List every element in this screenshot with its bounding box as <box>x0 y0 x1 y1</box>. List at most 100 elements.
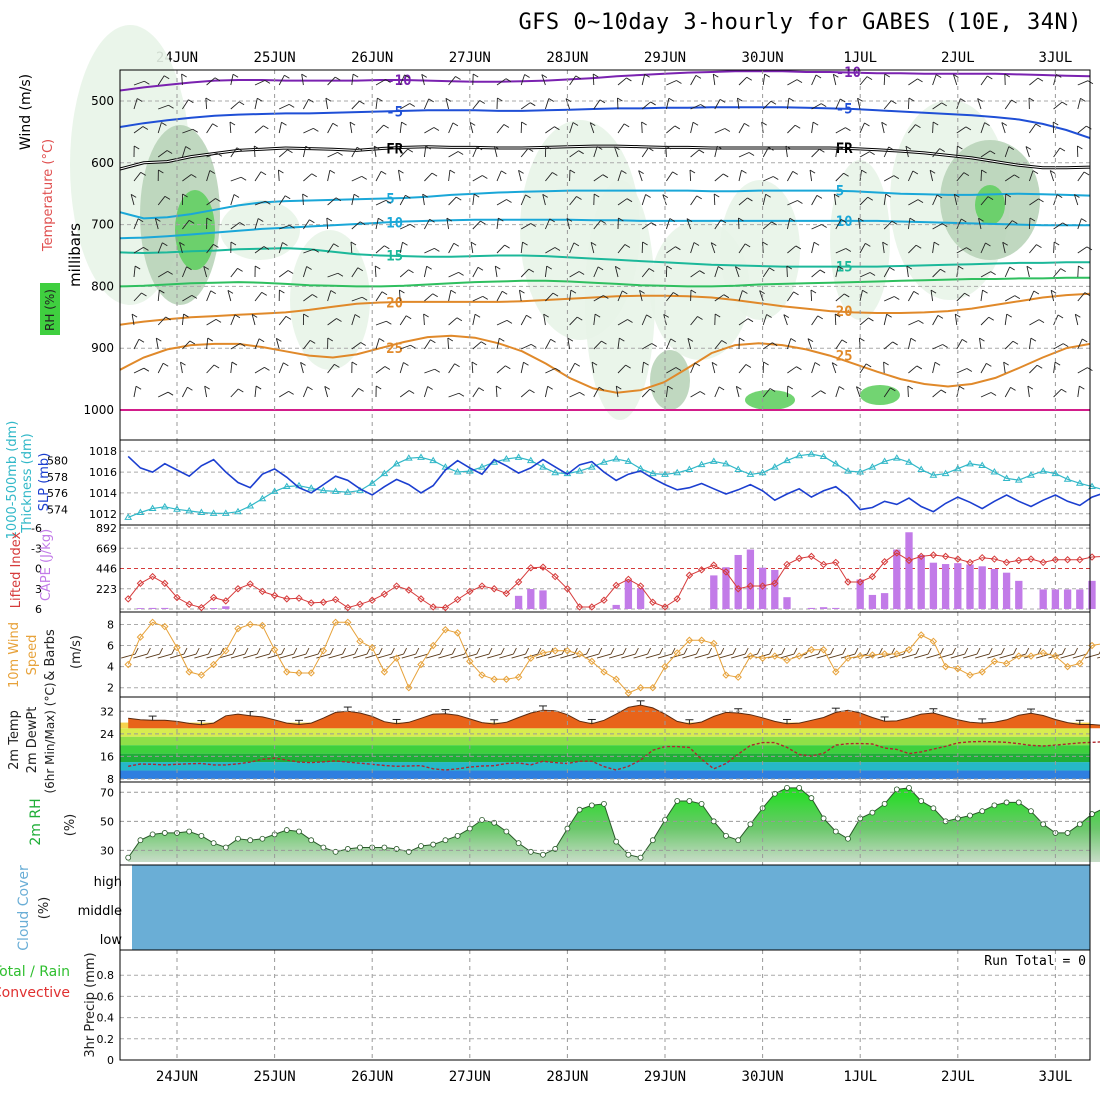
wind-barb-flag <box>257 97 263 102</box>
wind-barb <box>158 104 169 110</box>
wind-speed-point <box>356 637 364 646</box>
wind-barb-10m <box>779 653 795 659</box>
wind-barb-flag <box>737 97 743 102</box>
wind-barb <box>641 314 647 326</box>
wind-barb <box>932 242 935 254</box>
wind-barb-10m <box>1084 653 1100 659</box>
wind-barb <box>133 126 144 134</box>
wind-tick-label: 4 <box>107 661 114 674</box>
temp-band <box>120 728 1090 737</box>
wind-barb <box>929 170 934 182</box>
wind-barb <box>520 315 527 326</box>
wind-barb-flag <box>937 314 944 319</box>
wind-barb <box>858 218 861 230</box>
li-tick-label: 3 <box>35 583 42 596</box>
wind-speed-point <box>807 646 816 654</box>
wind-barb <box>811 103 822 110</box>
wind-barb-flag <box>541 74 548 78</box>
wind-barb <box>738 170 742 182</box>
wind-barb <box>690 242 695 254</box>
wind-barb <box>327 151 338 158</box>
precip-tick-label: 0.4 <box>97 1012 115 1025</box>
wind-barb <box>542 194 546 206</box>
wind-barb <box>399 242 403 254</box>
lifted-index-point <box>441 603 450 612</box>
wind-barb <box>616 97 619 110</box>
wind-barb <box>133 266 136 278</box>
wind-barb-flag <box>458 271 464 276</box>
wind-barb <box>180 362 183 374</box>
lifted-index-point <box>893 549 901 557</box>
wind-barb <box>351 194 355 206</box>
wind-barb-flag <box>864 122 870 127</box>
wind-barb-10m <box>365 653 380 659</box>
wind-barb <box>278 362 284 374</box>
wind-barb <box>278 149 288 158</box>
precip-tick-label: 0.6 <box>97 990 115 1003</box>
wind-barb <box>589 122 595 134</box>
wind-barb <box>421 74 425 86</box>
wind-barb <box>206 364 215 374</box>
wind-barb <box>157 196 166 206</box>
wind-barb-flag <box>882 241 888 246</box>
wind-barb-flag <box>574 362 580 367</box>
wind-speed-point <box>685 636 694 644</box>
wind-barb-flag <box>503 124 510 128</box>
wind-tick-label: 6 <box>107 640 114 653</box>
lifted-index-point <box>136 579 145 588</box>
wind-barb <box>811 74 817 86</box>
wind-barb-flag <box>1028 97 1035 102</box>
wind-barb-flag <box>892 341 898 346</box>
wind-barb <box>424 339 431 350</box>
wind-barb <box>399 74 405 86</box>
wind-barb <box>834 313 837 326</box>
wind-barb-flag <box>330 290 337 294</box>
wind-barb-flag <box>759 290 765 294</box>
wind-barb <box>787 124 796 134</box>
contour-label: -5 <box>386 105 403 121</box>
lifted-index-point <box>832 558 840 567</box>
wind-barb-flag <box>576 196 582 200</box>
wind-barb <box>1028 217 1031 230</box>
rh2m-point <box>332 848 339 855</box>
rh2m-point <box>210 840 217 847</box>
wind-barb-flag <box>764 73 770 78</box>
wind-speed-point <box>417 660 425 669</box>
wind-barb-flag <box>575 75 581 80</box>
wind-barb-flag <box>482 295 489 300</box>
cape-bar <box>539 590 547 609</box>
wind-barb-flag <box>787 385 794 390</box>
wind-barb <box>1077 125 1087 134</box>
wind-barb <box>182 294 193 302</box>
wind-barb <box>1077 98 1081 110</box>
wind-barb-flag <box>155 217 161 222</box>
wind-barb <box>351 74 354 86</box>
wind-barb-flag <box>761 121 767 126</box>
wind-barb-flag <box>1037 77 1044 82</box>
wind-barb <box>326 217 329 230</box>
wind-barb-flag <box>646 314 652 319</box>
wind-barb-flag <box>473 193 480 198</box>
wind-barb-flag <box>257 218 264 222</box>
wind-speed-point <box>405 684 413 692</box>
rh2m-point <box>613 838 620 845</box>
cape-bar <box>832 607 840 609</box>
wind-barb <box>424 219 430 230</box>
wind-barb <box>666 171 673 182</box>
wind-speed-point <box>893 650 901 658</box>
wind-barb-flag <box>263 125 269 130</box>
wind-barb-flag <box>409 223 416 228</box>
wind-barb-10m-flag <box>830 647 835 655</box>
rh2m-point <box>893 786 900 793</box>
wind-barb-10m <box>304 653 319 659</box>
wind-barb-flag <box>834 193 840 198</box>
wind-barb-flag <box>957 145 963 150</box>
wind-speed-point <box>246 620 254 629</box>
lifted-index-point <box>344 603 352 612</box>
wind-barb <box>351 100 360 110</box>
wind-barb-flag <box>868 317 874 322</box>
wind-barb <box>1028 290 1035 302</box>
wind-barb <box>327 170 331 182</box>
wind-barb-flag <box>384 245 390 250</box>
wind-barb-flag <box>167 270 173 275</box>
